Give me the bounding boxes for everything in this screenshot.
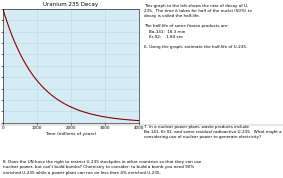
Text: 8. Does the UN have the right to restrict U-235 stockpiles in other countries so: 8. Does the UN have the right to restric… xyxy=(3,160,201,175)
Text: This graph to the left shows the rate of decay of U-
235.  The time it takes for: This graph to the left shows the rate of… xyxy=(144,4,252,49)
X-axis label: Time (millions of years): Time (millions of years) xyxy=(45,132,96,136)
Title: Uranium 235 Decay: Uranium 235 Decay xyxy=(43,2,98,7)
Text: 7. In a nuclear power plant, waste products include
Ba-141, Kr-92, and some resi: 7. In a nuclear power plant, waste produ… xyxy=(144,125,283,139)
